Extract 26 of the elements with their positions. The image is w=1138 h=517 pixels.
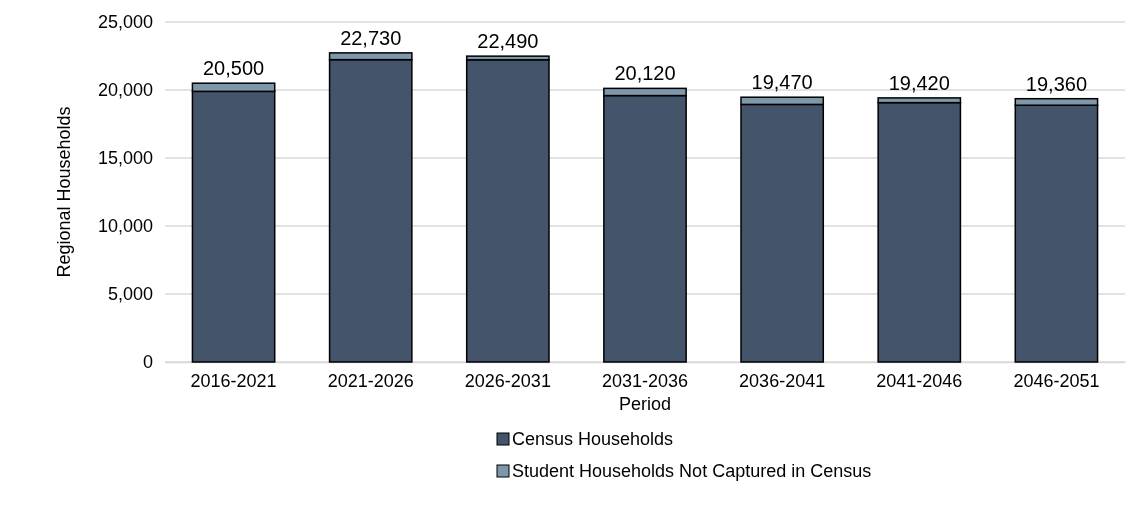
- legend-label: Census Households: [512, 429, 674, 449]
- bar: [877, 101, 962, 363]
- y-tick-label: 10,000: [97, 216, 153, 237]
- y-tick-label: 0: [142, 352, 153, 373]
- x-tick-label: 2026-2031: [464, 370, 551, 391]
- legend-label: Student Households Not Captured in Census: [512, 461, 872, 481]
- x-tick-label: 2036-2041: [739, 370, 826, 391]
- y-axis-title: Regional Households: [54, 106, 74, 278]
- y-tick-label: 5,000: [107, 284, 153, 305]
- total-label: 22,730: [340, 26, 402, 49]
- y-tick-label: 25,000: [97, 12, 153, 33]
- total-label: 20,120: [614, 62, 676, 85]
- x-tick-label: 2046-2051: [1013, 370, 1100, 391]
- y-tick-label: 20,000: [97, 80, 153, 101]
- total-label: 19,470: [751, 71, 813, 94]
- total-label: 22,490: [477, 30, 539, 53]
- x-tick-label: 2041-2046: [876, 370, 963, 391]
- total-label: 20,500: [202, 57, 265, 80]
- y-tick-label: 15,000: [97, 148, 153, 169]
- bar: [465, 59, 550, 363]
- x-axis-title: Period: [618, 394, 672, 414]
- x-tick-label: 2031-2036: [601, 370, 689, 391]
- x-tick-label: 2021-2026: [327, 370, 414, 391]
- x-tick-label: 2016-2021: [190, 370, 277, 391]
- total-label: 19,420: [888, 71, 950, 94]
- total-label: 19,360: [1025, 72, 1088, 95]
